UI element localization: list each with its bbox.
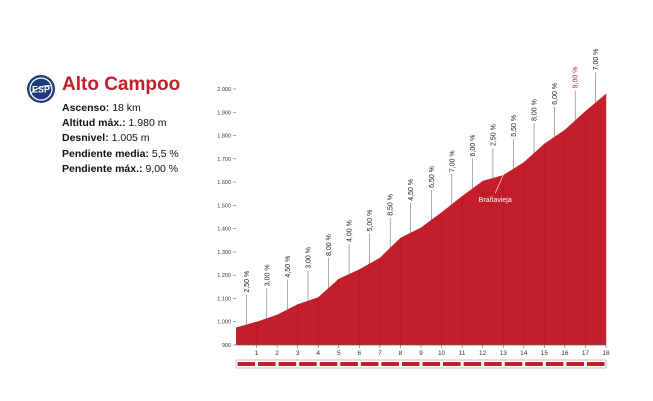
stat-max-gradient-value: 9,00 %	[145, 162, 179, 175]
x-tick-label: 10	[438, 350, 446, 357]
gradient-label: 7,00 %	[449, 150, 456, 172]
stat-max-altitude-label: Altitud máx.:	[62, 117, 126, 130]
x-tick-label: 18	[602, 350, 610, 357]
stat-average-gradient: Pendiente media: 5,5 %	[62, 147, 179, 162]
x-tick-label: 17	[582, 350, 590, 357]
km-bar-segment	[484, 362, 502, 366]
km-bar-segment	[422, 362, 441, 366]
x-tick-label: 16	[561, 350, 569, 357]
y-tick-label: 2.000	[217, 87, 231, 93]
gradient-label: 4,00 %	[347, 220, 354, 242]
km-bar-segment	[278, 362, 297, 366]
climb-title: Alto Campoo	[62, 74, 181, 95]
gradient-label: 6,50 %	[429, 166, 436, 188]
gradient-label: 8,00 %	[326, 234, 333, 256]
gradient-label: 2,50 %	[490, 124, 497, 146]
km-bar-segment	[545, 362, 564, 366]
x-tick-label: 3	[296, 350, 300, 357]
km-bar-segment	[237, 362, 256, 366]
x-tick-label: 4	[316, 350, 320, 357]
stat-average-gradient-label: Pendiente media:	[62, 147, 149, 160]
gradient-label: 2,50 %	[244, 271, 251, 293]
y-tick-label: 1.300	[217, 250, 231, 256]
stat-max-gradient-label: Pendiente máx.:	[62, 162, 143, 175]
y-tick-label: 1.800	[217, 134, 231, 140]
x-tick-label: 6	[358, 350, 362, 357]
gradient-label: 6,00 %	[552, 83, 559, 105]
stat-max-altitude-value: 1.980 m	[128, 117, 167, 130]
x-tick-label: 11	[459, 350, 466, 357]
x-tick-label: 5	[337, 350, 341, 357]
stat-elevation-gain-label: Desnivel:	[62, 132, 109, 145]
x-tick-label: 14	[520, 350, 528, 357]
km-bar-segment	[319, 362, 338, 366]
km-bar-segment	[525, 362, 543, 366]
stat-elevation-gain-value: 1.005 m	[111, 132, 150, 145]
gradient-label: 5,50 %	[511, 115, 518, 137]
gradient-label: 4,50 %	[285, 256, 292, 278]
y-tick-label: 900	[222, 343, 231, 349]
esp-badge-icon: ESP	[26, 74, 56, 104]
stat-ascent-label: Ascenso:	[62, 102, 110, 114]
km-bar-segment	[360, 362, 379, 366]
stat-max-gradient: Pendiente máx.: 9,00 %	[62, 162, 179, 177]
x-tick-label: 12	[479, 350, 487, 357]
km-bar-segment	[463, 362, 482, 366]
stat-elevation-gain: Desnivel: 1.005 m	[62, 131, 179, 146]
x-tick-label: 8	[399, 350, 403, 357]
km-bar-frame	[235, 359, 607, 369]
x-tick-label: 13	[500, 350, 508, 357]
gradient-label: 5,00 %	[367, 210, 374, 232]
annotation-label: Brañavieja	[479, 197, 512, 204]
annotation-leader-line	[494, 174, 504, 194]
km-bar-segment	[401, 362, 420, 366]
y-tick-label: 1.700	[217, 157, 231, 163]
gradient-label: 4,50 %	[408, 179, 415, 201]
x-tick-label: 9	[419, 350, 423, 357]
stat-ascent-value: 18 km	[112, 102, 141, 114]
gradient-label: 8,00 %	[532, 99, 539, 121]
gradient-label: 8,50 %	[388, 194, 395, 216]
x-tick-label: 7	[378, 350, 382, 357]
x-tick-label: 1	[255, 350, 259, 357]
y-tick-label: 1.400	[217, 227, 231, 233]
y-tick-label: 1.900	[217, 110, 231, 116]
km-bar-segment	[299, 362, 317, 366]
km-bar-segment	[381, 362, 399, 366]
y-tick-label: 1.000	[217, 320, 231, 326]
badge-text: ESP	[32, 85, 50, 95]
gradient-label: 7,00 %	[593, 49, 600, 71]
gradient-label: 3,00 %	[305, 247, 312, 269]
gradient-label: 9,00 %	[573, 67, 580, 89]
stat-average-gradient-value: 5,5 %	[151, 147, 179, 160]
y-tick-label: 1.500	[217, 203, 231, 209]
stat-ascent: Ascenso: 18 km	[62, 101, 179, 116]
elevation-profile-area	[236, 93, 606, 345]
gradient-label: 3,00 %	[264, 264, 271, 286]
km-bar-segment	[258, 362, 276, 366]
km-bar-segment	[443, 362, 461, 366]
y-tick-label: 1.100	[217, 296, 231, 302]
km-bar-segment	[586, 362, 605, 366]
x-tick-label: 2	[275, 350, 279, 357]
y-tick-label: 1.200	[217, 273, 231, 279]
km-bar-segment	[566, 362, 584, 366]
km-bar-segment	[340, 362, 358, 366]
stat-max-altitude: Altitud máx.: 1.980 m	[62, 116, 179, 131]
x-tick-label: 15	[541, 350, 549, 357]
climb-stats: Ascenso: 18 km Altitud máx.: 1.980 m Des…	[62, 101, 179, 177]
km-bar-segment	[504, 362, 523, 366]
y-tick-label: 1.600	[217, 180, 231, 186]
gradient-label: 6,00 %	[470, 135, 477, 157]
